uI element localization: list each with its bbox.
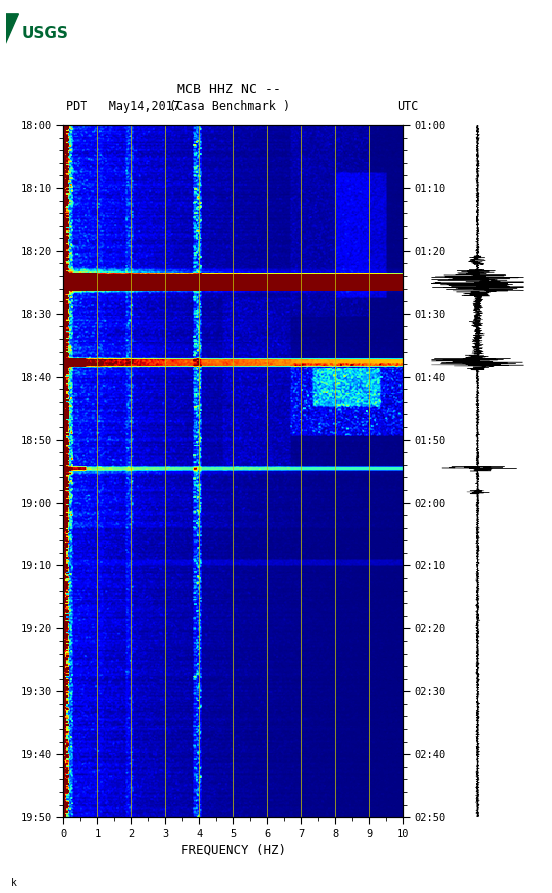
X-axis label: FREQUENCY (HZ): FREQUENCY (HZ) bbox=[181, 843, 286, 856]
Text: k: k bbox=[11, 878, 17, 888]
Text: USGS: USGS bbox=[22, 26, 68, 41]
Text: UTC: UTC bbox=[397, 100, 419, 113]
Text: PDT   May14,2017: PDT May14,2017 bbox=[66, 100, 181, 113]
Text: (Casa Benchmark ): (Casa Benchmark ) bbox=[168, 100, 290, 113]
Polygon shape bbox=[6, 13, 18, 43]
Text: MCB HHZ NC --: MCB HHZ NC -- bbox=[177, 83, 281, 96]
